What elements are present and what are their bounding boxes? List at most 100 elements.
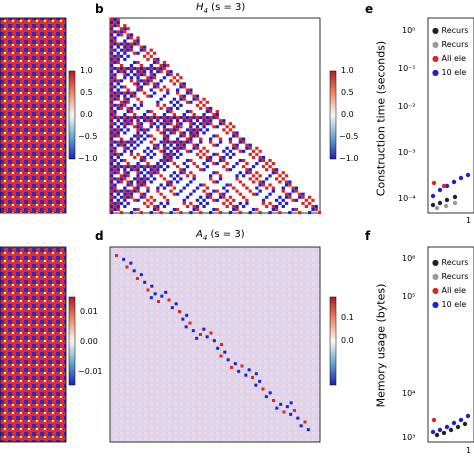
heatmap-b-cell — [119, 152, 124, 156]
heatmap-b-cell — [116, 51, 120, 55]
heatmap-b-cell — [133, 168, 137, 172]
heatmap-b-cell — [176, 106, 180, 110]
heatmap-b-cell — [232, 131, 236, 135]
heatmap-b-cell — [129, 122, 134, 126]
heatmap-b-cell — [185, 158, 190, 163]
heatmap-b-cell — [129, 91, 134, 95]
heatmap-b-cell — [182, 168, 186, 172]
heatmap-b-cell — [251, 155, 256, 159]
heatmap-b-cell — [182, 85, 186, 89]
heatmap-b-cell — [212, 112, 216, 117]
heatmap-b-cell — [149, 70, 153, 74]
heatmap-b-cell — [156, 85, 160, 89]
heatmap-d-dot — [223, 350, 227, 354]
heatmap-b-cell — [172, 152, 176, 156]
heatmap-b-cell — [205, 165, 209, 169]
heatmap-b-cell — [146, 119, 150, 123]
heatmap-b-cell — [110, 18, 114, 22]
heatmap-d-dot — [143, 280, 147, 284]
heatmap-b-cell — [146, 177, 150, 181]
heatmap-b-cell — [159, 192, 163, 196]
heatmap-b-cell — [126, 106, 130, 110]
heatmap-b-cell — [126, 180, 130, 184]
heatmap-b-cell — [113, 189, 117, 193]
heatmap-b-cell — [166, 152, 170, 156]
heatmap-b-cell — [146, 128, 150, 132]
heatmap-b-cell — [209, 177, 213, 181]
heatmap-b-cell — [110, 137, 114, 141]
heatmap-b-cell — [129, 106, 134, 110]
heatmap-b-cell — [235, 177, 239, 181]
heatmap-b-cell — [166, 158, 170, 163]
heatmap-b-cell — [248, 177, 252, 181]
heatmap-b-cell — [189, 128, 193, 132]
heatmap-b-cell — [133, 112, 137, 117]
heatmap-b-cell — [119, 211, 124, 215]
legend-e: ● Recurs ● Recurs ● All ele ● 10 ele — [432, 24, 469, 80]
heatmap-b-cell — [205, 155, 209, 159]
heatmap-b-cell — [268, 183, 272, 187]
heatmap-b-cell — [271, 207, 275, 212]
heatmap-b-cell — [126, 48, 130, 52]
legend-f-item-3: ● 10 ele — [432, 300, 467, 309]
heatmap-b-cell — [169, 100, 173, 104]
heatmap-b-cell — [162, 186, 167, 190]
heatmap-b-cell — [235, 146, 239, 150]
heatmap-b-cell — [281, 177, 285, 181]
heatmap-b-cell — [113, 21, 117, 25]
heatmap-b-cell — [166, 140, 170, 144]
heatmap-b-cell — [139, 45, 143, 49]
heatmap-d-dot — [247, 368, 251, 372]
heatmap-b-cell — [199, 195, 203, 199]
heatmap-b-cell — [110, 207, 114, 212]
heatmap-b-cell — [159, 97, 163, 101]
heatmap-b-cell — [146, 162, 150, 166]
heatmap-b-cell — [143, 48, 147, 52]
heatmap-b-cell — [294, 207, 299, 212]
legend-f-item-1: ● Recurs — [432, 272, 469, 281]
heatmap-b-cell — [136, 137, 140, 141]
heatmap-b-cell — [166, 116, 170, 120]
heatmap-b-cell — [129, 149, 134, 153]
heatmap-b-cell — [129, 48, 134, 52]
heatmap-b-cell — [209, 119, 213, 123]
heatmap-d-dot — [170, 306, 174, 310]
heatmap-b-cell — [218, 137, 223, 141]
heatmap-b-cell — [176, 140, 180, 144]
heatmap-b-cell — [110, 189, 114, 193]
heatmap-b-cell — [176, 88, 180, 92]
heatmap-b-cell — [251, 180, 256, 184]
heatmap-b-cell — [156, 165, 160, 169]
heatmap-d-dot — [226, 358, 230, 362]
heatmap-b-cell — [152, 207, 157, 212]
heatmap-b-cell — [110, 155, 114, 159]
heatmap-b-cell — [136, 76, 140, 80]
heatmap-b-cell — [232, 198, 236, 202]
heatmap-b-cell — [129, 168, 134, 172]
heatmap-b-cell — [136, 39, 140, 43]
heatmap-b-cell — [172, 162, 176, 166]
heatmap-b-cell — [235, 204, 239, 208]
heatmap-b-cell — [133, 94, 137, 98]
heatmap-b-cell — [110, 125, 114, 129]
heatmap-b-cell — [275, 168, 279, 172]
heatmap-d-dot — [306, 428, 310, 432]
heatmap-b-cell — [205, 201, 209, 205]
heatmap-b-cell — [123, 30, 127, 34]
heatmap-b-cell — [110, 79, 114, 83]
heatmap-b-cell — [110, 36, 114, 40]
heatmap-b-cell — [212, 125, 216, 129]
heatmap-b-cell — [288, 192, 292, 196]
heatmap-b-cell — [123, 119, 127, 123]
heatmap-b-cell — [162, 85, 167, 89]
heatmap-b-cell — [291, 207, 295, 212]
heatmap-b-cell — [143, 180, 147, 184]
legend-e-item-3: ● 10 ele — [432, 68, 467, 77]
heatmap-b-cell — [133, 67, 137, 71]
heatmap-b-cell — [258, 158, 262, 163]
heatmap-b-cell — [192, 134, 196, 138]
heatmap-b-cell — [119, 177, 124, 181]
panel-title-d: A4 (s = 3) — [196, 229, 245, 242]
heatmap-b-cell — [110, 195, 114, 199]
heatmap-b-cell — [162, 119, 167, 123]
